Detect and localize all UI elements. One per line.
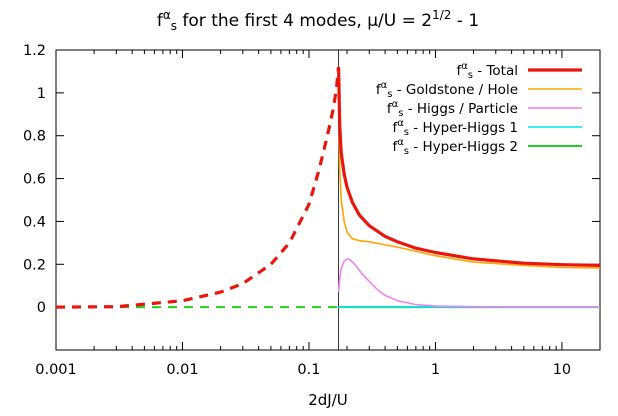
x-tick-label: 0.001 xyxy=(35,362,77,378)
x-tick-label: 1 xyxy=(431,362,440,378)
chart-title: fαs for the first 4 modes, μ/U = 21/2 - … xyxy=(157,8,479,33)
plot-frame xyxy=(55,49,601,351)
series-total-line xyxy=(337,67,600,267)
legend-label-hyper-higgs-1: fαs - Hyper-Higgs 1 xyxy=(392,118,518,138)
y-tick-label: 0.8 xyxy=(23,129,46,145)
series-layer xyxy=(56,50,600,350)
x-tick-label: 0.1 xyxy=(297,362,320,378)
axis-ticks: 0.001 0.01 0.1 1 10 0 0.2 0.4 0.6 0.8 1 1.2 xyxy=(23,43,601,378)
legend-label-total: fαs - Total xyxy=(456,61,518,81)
series-goldstone-hole-line xyxy=(337,75,600,269)
y-tick-label: 0.4 xyxy=(23,214,46,230)
y-tick-label: 1.2 xyxy=(23,43,46,59)
series-goldstone-hole-dashed xyxy=(56,75,340,308)
y-tick-label: 0.2 xyxy=(23,257,46,273)
series-total-dashed xyxy=(56,66,340,309)
series-higgs-particle-line xyxy=(337,258,600,308)
y-tick-label: 0.6 xyxy=(23,172,46,188)
x-tick-label: 0.01 xyxy=(166,362,198,378)
x-axis-label: 2dJ/U xyxy=(308,391,348,409)
x-tick-label: 10 xyxy=(553,362,571,378)
legend-label-hyper-higgs-2: fαs - Hyper-Higgs 2 xyxy=(392,137,518,157)
legend-label-higgs-particle: fαs - Higgs / Particle xyxy=(387,99,518,119)
y-tick-label: 0 xyxy=(37,300,46,316)
legend-label-goldstone-hole: fαs - Goldstone / Hole xyxy=(376,80,518,100)
y-tick-label: 1 xyxy=(37,86,46,102)
